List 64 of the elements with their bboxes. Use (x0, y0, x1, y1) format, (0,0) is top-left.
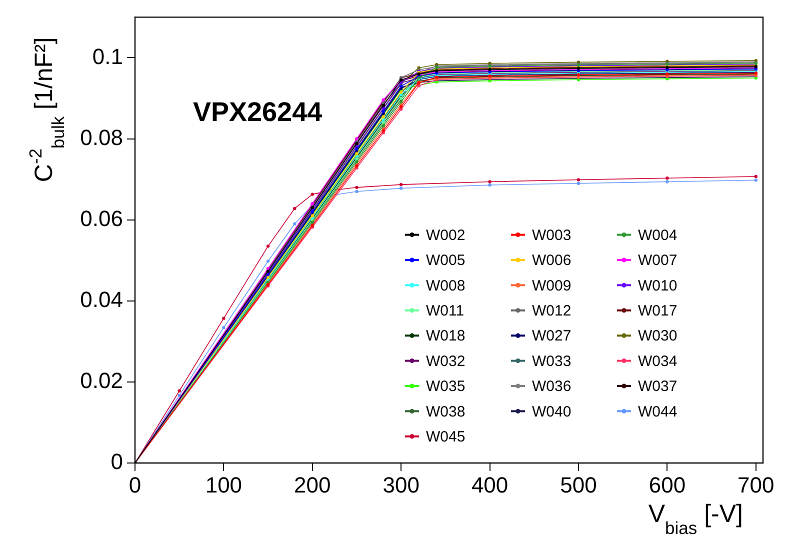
point (576, 182, 580, 185)
legend-label: W004 (638, 226, 678, 244)
point (400, 105, 403, 108)
y-tick-label: 0.02 (80, 368, 123, 394)
point (488, 183, 492, 187)
x-tick-label: 500 (560, 472, 597, 498)
point (293, 222, 296, 226)
point (754, 174, 758, 178)
point (754, 178, 758, 182)
point (266, 260, 270, 263)
legend-label: W018 (426, 328, 466, 345)
point (222, 326, 226, 330)
point (266, 244, 270, 248)
point (400, 186, 403, 190)
legend-label: W009 (532, 277, 572, 294)
x-tick-label: 400 (471, 472, 508, 498)
x-tick-label: 600 (648, 472, 686, 498)
legend-label: W002 (426, 226, 466, 244)
y-tick-label: 0.08 (80, 124, 123, 150)
y-tick-label: 0 (110, 449, 123, 474)
legend-label: W027 (532, 328, 572, 345)
x-tick-label: 100 (205, 472, 242, 498)
legend-label: W040 (532, 403, 572, 420)
point (666, 180, 669, 184)
point (488, 180, 492, 184)
legend-label: W011 (426, 302, 464, 320)
point (355, 186, 358, 190)
y-tick-label: 0.1 (92, 44, 123, 69)
legend-label: W030 (638, 328, 678, 345)
point (400, 182, 403, 186)
point (293, 206, 296, 210)
legend-label: W033 (532, 352, 572, 370)
point (222, 316, 226, 320)
x-tick-label: 200 (294, 472, 331, 498)
legend-label: W006 (532, 252, 572, 270)
legend-label: W008 (426, 277, 466, 294)
legend-label: W017 (638, 302, 678, 320)
x-tick-label: 700 (738, 472, 774, 498)
point (310, 192, 314, 196)
legend-label: W005 (426, 252, 466, 270)
y-tick-label: 0.06 (80, 206, 123, 231)
legend-label: W012 (532, 302, 572, 320)
x-tick-label: 0 (128, 472, 142, 498)
legend-label: W010 (638, 277, 678, 294)
legend-label: W045 (426, 428, 466, 446)
y-axis-title: C-2bulk [1/nF²] (26, 37, 68, 182)
point (400, 100, 403, 104)
legend-label: W034 (638, 352, 678, 370)
point (666, 176, 669, 180)
legend-label: W038 (426, 403, 466, 420)
legend-label: W035 (426, 378, 466, 396)
legend-label: W003 (532, 226, 572, 244)
legend-label: W007 (638, 252, 678, 270)
point (355, 190, 358, 194)
point (178, 394, 181, 397)
annotation: VPX26244 (193, 97, 322, 128)
y-tick-label: 0.04 (80, 286, 123, 312)
point (178, 389, 181, 392)
legend-label: W044 (638, 403, 678, 420)
legend-label: W037 (638, 378, 678, 396)
x-tick-label: 300 (382, 472, 420, 498)
point (576, 178, 580, 182)
legend-label: W036 (532, 378, 572, 396)
legend-label: W032 (426, 352, 466, 370)
